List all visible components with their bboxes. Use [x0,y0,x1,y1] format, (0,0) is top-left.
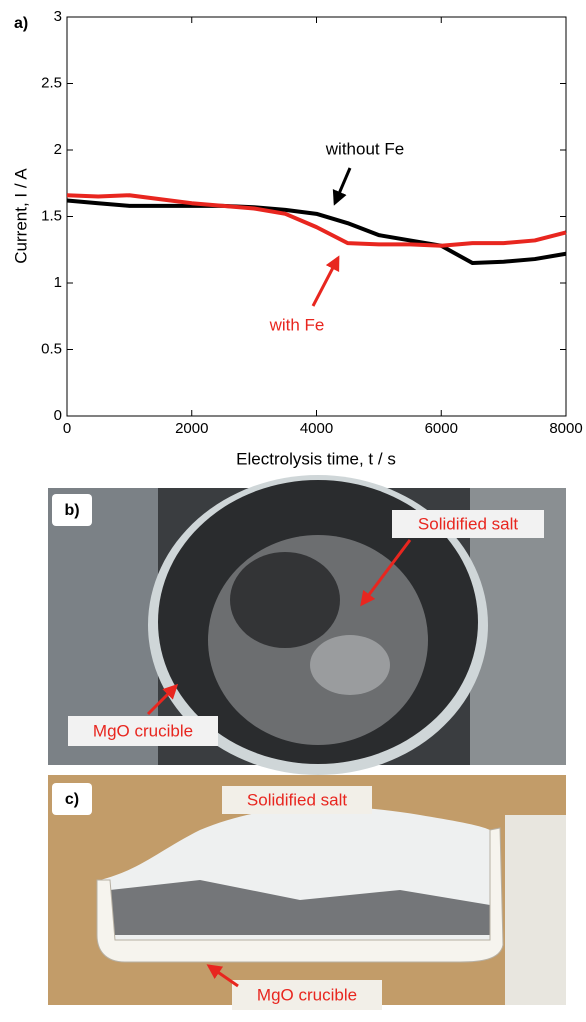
annotation: with Fe [269,315,325,334]
x-tick-label: 4000 [300,420,333,437]
data-line [66,193,567,248]
x-tick-label: 8000 [549,420,582,437]
x-tick-label: 0 [63,420,71,437]
annotation: Solidified salt [247,790,347,809]
y-axis-label: Current, I / A [11,168,30,264]
arrow [311,255,340,307]
arrow [332,167,352,206]
photo-c: c) Solidified salt MgO crucible [48,775,566,1010]
y-tick-label: 1 [54,274,62,291]
annotation: MgO crucible [257,985,357,1004]
x-tick-label: 6000 [425,420,458,437]
y-tick-label: 0.5 [41,340,62,357]
photo-b: b) Solidified salt MgO crucible [48,475,566,775]
annotation: MgO crucible [93,721,193,740]
y-tick-label: 3 [54,8,62,25]
panel-label: a) [14,15,28,32]
y-tick-label: 1.5 [41,207,62,224]
panel-label: b) [64,502,79,519]
plot-frame [66,16,567,417]
x-axis-label: Electrolysis time, t / s [236,449,396,468]
y-tick-label: 2.5 [41,74,62,91]
annotation: without Fe [325,139,404,158]
panel-label: c) [65,791,79,808]
y-tick-label: 2 [54,141,62,158]
y-tick-label: 0 [54,407,62,424]
annotation: Solidified salt [418,514,518,533]
x-tick-label: 2000 [175,420,208,437]
data-line [66,198,567,266]
